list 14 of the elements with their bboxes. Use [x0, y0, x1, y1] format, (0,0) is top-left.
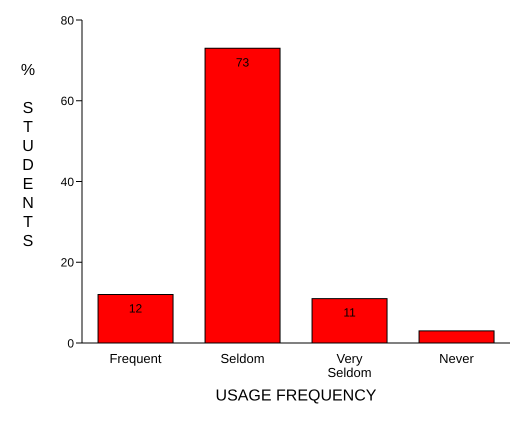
x-axis-title: USAGE FREQUENCY	[216, 387, 377, 404]
y-tick-label: 80	[60, 13, 74, 28]
data-label: 11	[343, 306, 356, 320]
y-tick-label: 60	[60, 94, 74, 108]
y-tick-label: 0	[67, 336, 74, 350]
x-tick-label: Very Seldom	[327, 351, 372, 380]
x-tick-label: Frequent	[109, 351, 162, 366]
y-tick-label: 20	[60, 256, 74, 270]
data-label: 12	[128, 302, 143, 316]
x-tick-label: Seldom	[220, 351, 265, 366]
text: % STUDENTS	[20, 62, 36, 250]
y-tick-label: 40	[60, 174, 74, 189]
x-tick-label: Never	[439, 351, 475, 366]
data-label: 73	[236, 55, 250, 70]
